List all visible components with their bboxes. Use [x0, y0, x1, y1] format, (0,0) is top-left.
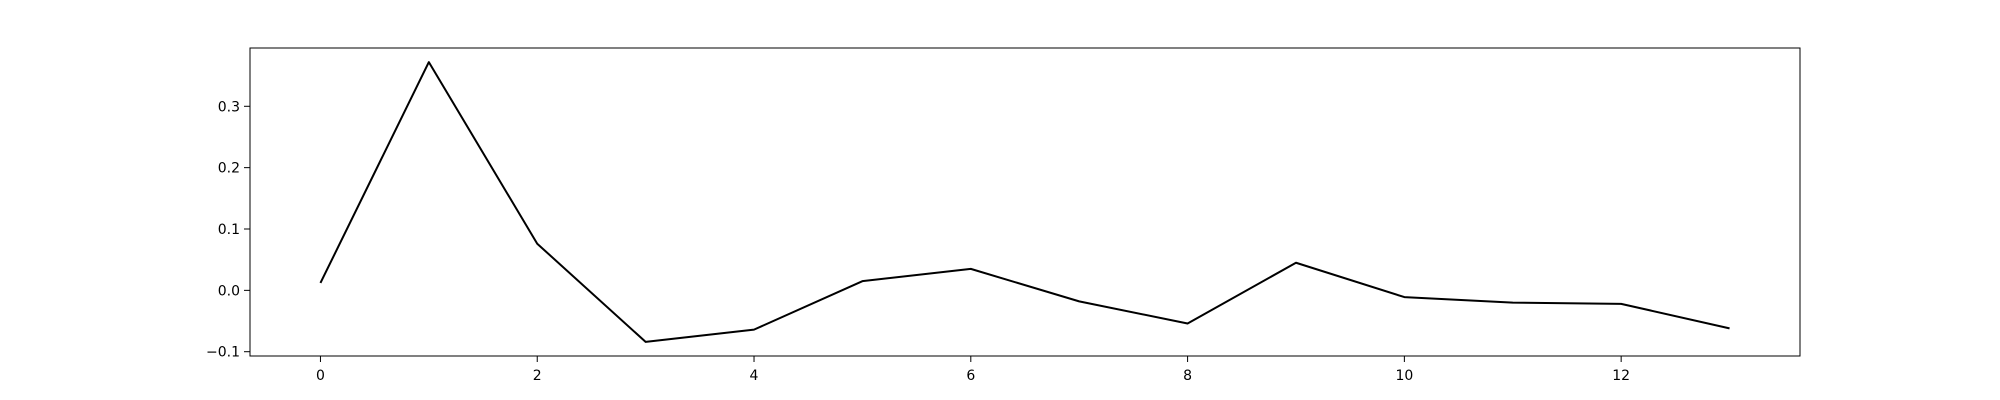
data-point — [1187, 322, 1189, 324]
plot-frame — [249, 47, 1801, 357]
data-point — [428, 61, 430, 63]
data-point — [1295, 262, 1297, 264]
x-tick-label: 12 — [1612, 368, 1630, 384]
x-tick-label: 8 — [1183, 368, 1192, 384]
x-axis: 0 2 4 6 8 10 12 — [316, 356, 1630, 384]
y-tick-label: 0.2 — [218, 161, 240, 177]
data-point — [1403, 296, 1405, 298]
y-tick-label: −0.1 — [206, 345, 240, 361]
y-axis: −0.1 0.0 0.1 0.2 0.3 — [206, 99, 250, 361]
data-point — [536, 243, 538, 245]
x-tick-label: 0 — [316, 368, 325, 384]
data-point — [1512, 302, 1514, 304]
data-point — [970, 268, 972, 270]
y-tick-label: 0.3 — [218, 99, 240, 115]
x-tick-label: 6 — [966, 368, 975, 384]
data-point — [1729, 327, 1731, 329]
data-point — [645, 341, 647, 343]
series-line-0 — [319, 61, 1730, 343]
x-tick-label: 2 — [533, 368, 542, 384]
data-point — [1620, 303, 1622, 305]
data-point — [319, 282, 321, 284]
data-point — [861, 280, 863, 282]
data-point — [1078, 300, 1080, 302]
data-point — [753, 329, 755, 331]
x-tick-label: 10 — [1395, 368, 1413, 384]
y-tick-label: 0.1 — [218, 222, 240, 238]
series-layer — [319, 61, 1730, 343]
plot-area — [249, 47, 1801, 357]
y-tick-label: 0.0 — [218, 283, 240, 299]
x-tick-label: 4 — [750, 368, 759, 384]
